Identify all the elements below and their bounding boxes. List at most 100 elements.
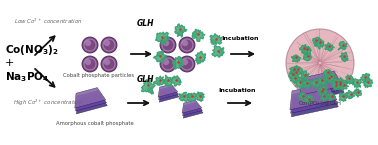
Circle shape — [178, 31, 183, 36]
Polygon shape — [291, 87, 338, 113]
Polygon shape — [336, 77, 345, 86]
Polygon shape — [363, 79, 372, 88]
Polygon shape — [291, 55, 301, 62]
Polygon shape — [298, 92, 307, 101]
Polygon shape — [319, 88, 327, 95]
Circle shape — [179, 56, 195, 72]
Polygon shape — [196, 92, 204, 102]
Polygon shape — [295, 66, 303, 73]
Polygon shape — [325, 42, 335, 51]
Circle shape — [302, 93, 305, 96]
Polygon shape — [182, 100, 202, 113]
Polygon shape — [153, 51, 167, 62]
Circle shape — [336, 84, 340, 88]
Circle shape — [339, 83, 343, 87]
Circle shape — [179, 37, 195, 53]
Polygon shape — [345, 90, 355, 99]
Circle shape — [335, 79, 338, 83]
Text: High Co$^{2+}$ concentration: High Co$^{2+}$ concentration — [13, 98, 83, 108]
Polygon shape — [289, 70, 299, 79]
Circle shape — [196, 59, 201, 64]
Polygon shape — [155, 32, 169, 45]
Text: Incubation: Incubation — [218, 87, 256, 93]
Circle shape — [308, 100, 311, 103]
Circle shape — [329, 93, 332, 97]
Circle shape — [157, 81, 161, 86]
Circle shape — [301, 81, 304, 85]
Circle shape — [182, 59, 188, 65]
Circle shape — [82, 56, 98, 72]
Circle shape — [164, 81, 168, 85]
Text: $\mathbf{Co(NO_3)_2}$: $\mathbf{Co(NO_3)_2}$ — [5, 43, 59, 57]
Circle shape — [349, 96, 352, 99]
Circle shape — [178, 58, 183, 63]
Circle shape — [286, 29, 354, 97]
Circle shape — [297, 71, 300, 75]
Circle shape — [315, 42, 318, 45]
Polygon shape — [332, 81, 340, 90]
Polygon shape — [300, 44, 309, 54]
Circle shape — [104, 40, 110, 46]
Polygon shape — [175, 24, 187, 37]
Circle shape — [304, 50, 307, 53]
Polygon shape — [290, 75, 301, 84]
Circle shape — [365, 79, 369, 83]
Polygon shape — [315, 39, 324, 49]
Polygon shape — [301, 71, 309, 80]
Polygon shape — [305, 95, 313, 103]
Polygon shape — [335, 81, 344, 90]
Circle shape — [177, 78, 180, 82]
Text: GLH: GLH — [136, 76, 154, 85]
Circle shape — [342, 46, 345, 49]
Circle shape — [101, 37, 117, 53]
Circle shape — [104, 59, 110, 65]
Polygon shape — [183, 105, 203, 118]
Polygon shape — [301, 74, 344, 98]
Polygon shape — [292, 69, 301, 77]
Polygon shape — [340, 52, 348, 62]
Polygon shape — [75, 88, 106, 108]
Polygon shape — [300, 71, 343, 95]
Circle shape — [163, 40, 169, 46]
Polygon shape — [295, 80, 305, 90]
Circle shape — [319, 87, 322, 91]
Polygon shape — [195, 51, 206, 64]
Polygon shape — [304, 46, 311, 55]
Text: Co$_3$(PO$_4$)$_2$@GLH: Co$_3$(PO$_4$)$_2$@GLH — [298, 98, 342, 107]
Polygon shape — [354, 89, 361, 97]
Circle shape — [339, 94, 342, 97]
Polygon shape — [183, 103, 202, 116]
Circle shape — [182, 40, 188, 46]
Circle shape — [187, 94, 192, 98]
Circle shape — [211, 40, 216, 45]
Text: GLH: GLH — [136, 19, 154, 28]
Polygon shape — [345, 75, 354, 84]
Circle shape — [219, 50, 224, 55]
Circle shape — [343, 58, 347, 61]
Circle shape — [337, 84, 340, 87]
Polygon shape — [352, 79, 362, 87]
Text: Incubation: Incubation — [221, 36, 259, 40]
Circle shape — [303, 81, 307, 85]
Circle shape — [350, 79, 353, 83]
Polygon shape — [164, 75, 173, 87]
Polygon shape — [338, 41, 347, 50]
Circle shape — [296, 77, 300, 81]
Circle shape — [192, 31, 197, 36]
Circle shape — [297, 57, 300, 60]
Polygon shape — [159, 86, 178, 100]
Text: Cobalt phosphate particles: Cobalt phosphate particles — [64, 73, 135, 78]
Polygon shape — [321, 93, 328, 101]
Circle shape — [158, 51, 163, 56]
Polygon shape — [317, 77, 327, 86]
Polygon shape — [324, 70, 332, 78]
Circle shape — [340, 86, 344, 90]
Circle shape — [355, 84, 359, 88]
Polygon shape — [303, 53, 311, 61]
Circle shape — [160, 56, 176, 72]
Circle shape — [301, 75, 304, 79]
Polygon shape — [325, 74, 333, 83]
Circle shape — [180, 94, 183, 98]
Polygon shape — [76, 90, 107, 111]
Circle shape — [330, 73, 334, 77]
